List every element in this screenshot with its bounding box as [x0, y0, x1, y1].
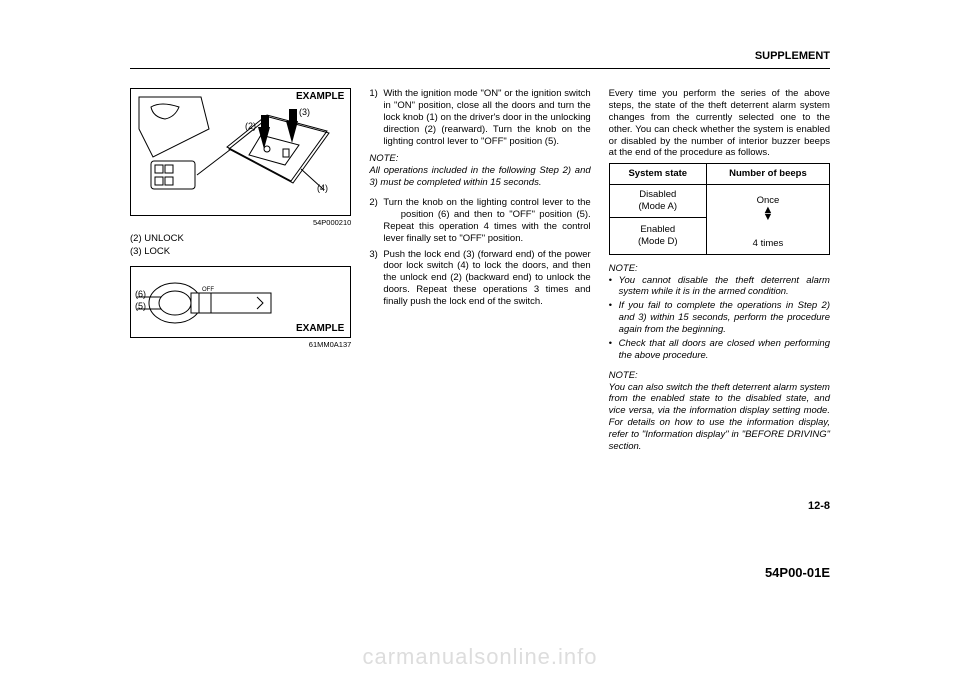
- callout-4-line: [299, 167, 329, 193]
- doc-code: 54P00-01E: [765, 565, 830, 580]
- table-h2: Number of beeps: [706, 164, 829, 185]
- table-r1c1: Disabled (Mode A): [609, 185, 706, 218]
- bullet-1-text: You cannot disable the theft deterrent a…: [619, 275, 830, 299]
- bullet-3: •Check that all doors are closed when pe…: [609, 338, 830, 362]
- step-1-num: 1): [369, 88, 383, 147]
- note-2-head: NOTE:: [609, 263, 830, 275]
- page-number: 12-8: [808, 500, 830, 512]
- arrow-2-tail: [261, 115, 269, 127]
- table-r2c1: Enabled (Mode D): [609, 217, 706, 254]
- table-r2c1a: Enabled: [616, 224, 700, 236]
- table-row-1: Disabled (Mode A) Once: [609, 185, 829, 218]
- column-3: Every time you perform the series of the…: [609, 88, 830, 453]
- figure-2-caption: 61MM0A137: [130, 340, 351, 349]
- step-2-num: 2): [369, 197, 383, 245]
- table-row-2: Enabled (Mode D) ▲▼ 4 times: [609, 217, 829, 254]
- header-rule: [130, 68, 830, 69]
- steps-list-1: 1) With the ignition mode "ON" or the ig…: [369, 88, 590, 147]
- arrow-2-head: [258, 127, 270, 149]
- legend-line-1: (2) UNLOCK: [130, 233, 351, 245]
- note-2-bullets: •You cannot disable the theft deterrent …: [609, 275, 830, 362]
- note-1-head: NOTE:: [369, 153, 590, 165]
- step-2: 2) Turn the knob on the lighting control…: [369, 197, 590, 245]
- bullet-1: •You cannot disable the theft deterrent …: [609, 275, 830, 299]
- figure-1-legend: (2) UNLOCK (3) LOCK: [130, 233, 351, 258]
- table-r1c1b: (Mode A): [616, 201, 700, 213]
- callout-6: (6): [135, 289, 146, 300]
- watermark: carmanualsonline.info: [0, 644, 960, 670]
- step-3: 3) Push the lock end (3) (forward end) o…: [369, 249, 590, 308]
- step-3-text: Push the lock end (3) (forward end) of t…: [383, 249, 590, 308]
- table-h1: System state: [609, 164, 706, 185]
- table-r2c2: ▲▼ 4 times: [706, 217, 829, 254]
- table-header-row: System state Number of beeps: [609, 164, 829, 185]
- bullet-2-text: If you fail to complete the operations i…: [619, 300, 830, 336]
- figure-1-caption: 54P000210: [130, 218, 351, 227]
- callout-3: (3): [299, 107, 310, 118]
- step-1-text: With the ignition mode "ON" or the ignit…: [383, 88, 590, 147]
- arrow-3-head: [286, 121, 298, 143]
- note-1-body: All operations included in the following…: [369, 165, 590, 189]
- bullet-2: •If you fail to complete the operations …: [609, 300, 830, 336]
- col3-intro: Every time you perform the series of the…: [609, 88, 830, 159]
- double-arrow-icon: ▲▼: [763, 207, 774, 220]
- column-2: 1) With the ignition mode "ON" or the ig…: [369, 88, 590, 453]
- steps-list-2: 2) Turn the knob on the lighting control…: [369, 197, 590, 308]
- callout-2: (2): [245, 121, 256, 132]
- figure-2-example-label: EXAMPLE: [294, 323, 346, 336]
- step-3-num: 3): [369, 249, 383, 308]
- figure-1: EXAMPLE: [130, 88, 351, 216]
- svg-text:OFF: OFF: [202, 287, 214, 293]
- legend-line-2: (3) LOCK: [130, 246, 351, 258]
- columns: EXAMPLE: [130, 88, 830, 453]
- table-r2c2-text: 4 times: [753, 238, 784, 249]
- table-r1c1a: Disabled: [616, 189, 700, 201]
- table-r2c1b: (Mode D): [616, 236, 700, 248]
- arrow-3-tail: [289, 109, 297, 121]
- beeps-table: System state Number of beeps Disabled (M…: [609, 163, 830, 254]
- note-3-body: You can also switch the theft deterrent …: [609, 382, 830, 453]
- figure-2: OFF (6) (5) EXAMPLE: [130, 266, 351, 338]
- figure-2-svg: OFF: [137, 275, 287, 331]
- section-title: SUPPLEMENT: [755, 50, 830, 62]
- callout-5: (5): [135, 301, 146, 312]
- note-3-head: NOTE:: [609, 370, 830, 382]
- step-2-text: Turn the knob on the lighting control le…: [383, 197, 590, 245]
- column-1: EXAMPLE: [130, 88, 351, 453]
- bullet-3-text: Check that all doors are closed when per…: [619, 338, 830, 362]
- step-1: 1) With the ignition mode "ON" or the ig…: [369, 88, 590, 147]
